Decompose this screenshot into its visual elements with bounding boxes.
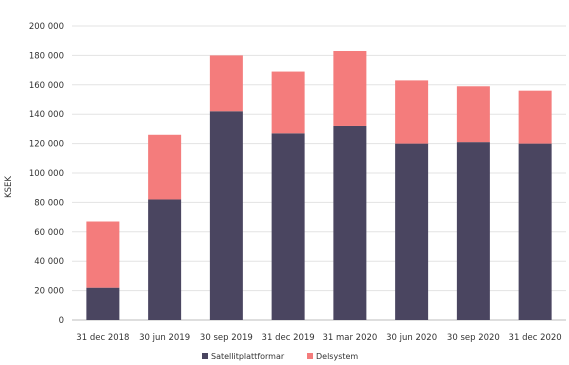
y-tick-label: 200 000 bbox=[29, 22, 64, 32]
bar-satellitplattformar bbox=[333, 125, 367, 321]
x-tick-label: 31 dec 2020 bbox=[509, 333, 562, 343]
y-tick-label: 40 000 bbox=[34, 257, 64, 267]
bar-satellitplattformar bbox=[148, 199, 182, 320]
bar-delsystem bbox=[209, 55, 243, 112]
gridlines bbox=[72, 25, 566, 321]
bar-delsystem bbox=[518, 90, 552, 144]
legend: Satellitplattformar Delsystem bbox=[202, 352, 358, 361]
x-tick-label: 31 dec 2018 bbox=[76, 333, 129, 343]
y-tick-label: 140 000 bbox=[29, 110, 64, 120]
bar-satellitplattformar bbox=[271, 133, 305, 320]
y-axis-ticks: 0 20 000 40 000 60 000 80 000 100 000 120 000 1… bbox=[29, 22, 64, 326]
bars bbox=[86, 50, 552, 321]
legend-label: Satellitplattformar bbox=[211, 352, 285, 361]
x-tick-label: 31 dec 2019 bbox=[262, 333, 315, 343]
bar-delsystem bbox=[86, 221, 120, 288]
x-tick-label: 30 jun 2020 bbox=[386, 333, 437, 343]
bar-delsystem bbox=[148, 134, 182, 200]
bar-delsystem bbox=[333, 50, 367, 126]
y-tick-label: 60 000 bbox=[34, 228, 64, 238]
x-axis-ticks: 31 dec 2018 30 jun 2019 30 sep 2019 31 dec … bbox=[76, 333, 561, 343]
x-tick-label: 31 mar 2020 bbox=[322, 333, 377, 343]
y-tick-label: 80 000 bbox=[34, 198, 64, 208]
y-tick-label: 160 000 bbox=[29, 81, 64, 91]
y-tick-label: 100 000 bbox=[29, 169, 64, 179]
y-tick-label: 20 000 bbox=[34, 287, 64, 297]
bar-delsystem bbox=[271, 71, 305, 134]
bar-satellitplattformar bbox=[395, 143, 429, 320]
bar-delsystem bbox=[395, 80, 429, 144]
y-tick-label: 120 000 bbox=[29, 140, 64, 150]
x-tick-label: 30 sep 2019 bbox=[200, 333, 253, 343]
y-tick-label: 180 000 bbox=[29, 51, 64, 61]
y-tick-label: 0 bbox=[59, 316, 64, 326]
legend-swatch bbox=[307, 353, 313, 359]
bar-satellitplattformar bbox=[456, 142, 490, 320]
x-tick-label: 30 jun 2019 bbox=[139, 333, 190, 343]
bar-satellitplattformar bbox=[518, 143, 552, 320]
legend-swatch bbox=[202, 353, 208, 359]
y-axis-title: KSEK bbox=[4, 176, 14, 198]
bar-satellitplattformar bbox=[209, 111, 243, 320]
bar-delsystem bbox=[456, 86, 490, 143]
legend-label: Delsystem bbox=[316, 352, 358, 361]
x-tick-label: 30 sep 2020 bbox=[447, 333, 500, 343]
bar-satellitplattformar bbox=[86, 287, 120, 320]
